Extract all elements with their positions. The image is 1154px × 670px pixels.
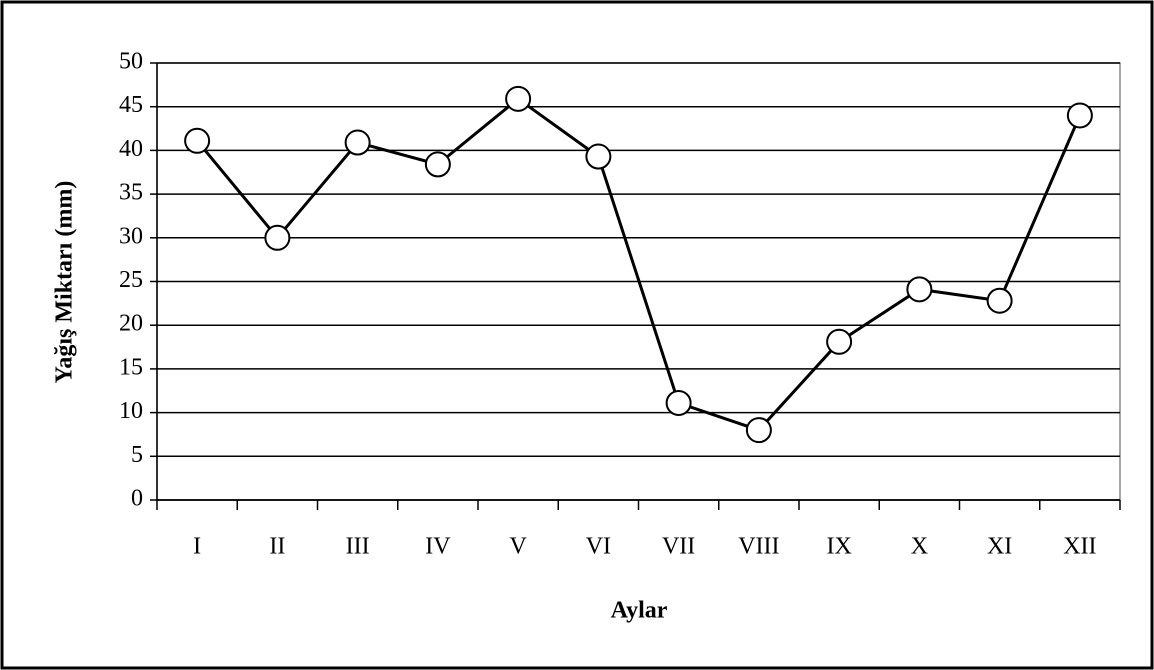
y-tick-label: 10 bbox=[119, 398, 143, 424]
x-tick-label: VI bbox=[586, 534, 611, 560]
y-tick-label: 45 bbox=[119, 92, 143, 118]
y-tick-label: 35 bbox=[119, 180, 143, 206]
y-tick-label: 40 bbox=[119, 136, 143, 162]
data-point bbox=[505, 85, 532, 112]
y-tick-label: 50 bbox=[119, 49, 143, 75]
y-tick-label: 5 bbox=[131, 442, 143, 468]
data-point bbox=[344, 129, 371, 156]
x-tick-label: II bbox=[269, 534, 285, 560]
x-tick-label: V bbox=[509, 534, 527, 560]
data-point bbox=[986, 287, 1013, 314]
data-line bbox=[195, 96, 1082, 432]
data-point bbox=[424, 151, 451, 178]
data-point bbox=[665, 389, 692, 416]
x-tick-label: IX bbox=[826, 534, 851, 560]
y-tick-label: 30 bbox=[119, 223, 143, 249]
x-tick-label: IV bbox=[425, 534, 451, 560]
data-point bbox=[585, 143, 612, 170]
y-tick-label: 20 bbox=[119, 311, 143, 337]
x-tick-label: I bbox=[193, 534, 201, 560]
y-tick-label: 15 bbox=[119, 354, 143, 380]
x-axis-title: Aylar bbox=[611, 598, 668, 624]
data-point bbox=[906, 276, 933, 303]
x-tick-label: VIII bbox=[738, 534, 779, 560]
x-tick-label: XI bbox=[987, 534, 1012, 560]
y-tick-label: 25 bbox=[119, 267, 143, 293]
data-point bbox=[184, 127, 211, 154]
data-point bbox=[264, 224, 291, 251]
y-axis-title: Yağış Miktarı (mm) bbox=[52, 181, 78, 384]
x-tick-label: XII bbox=[1063, 534, 1096, 560]
data-point bbox=[1066, 102, 1093, 129]
x-tick-label: X bbox=[911, 534, 928, 560]
data-point bbox=[745, 417, 772, 444]
y-tick-label: 0 bbox=[131, 486, 143, 512]
x-tick-label: VII bbox=[662, 534, 695, 560]
x-tick-label: III bbox=[346, 534, 370, 560]
data-point bbox=[826, 328, 853, 355]
